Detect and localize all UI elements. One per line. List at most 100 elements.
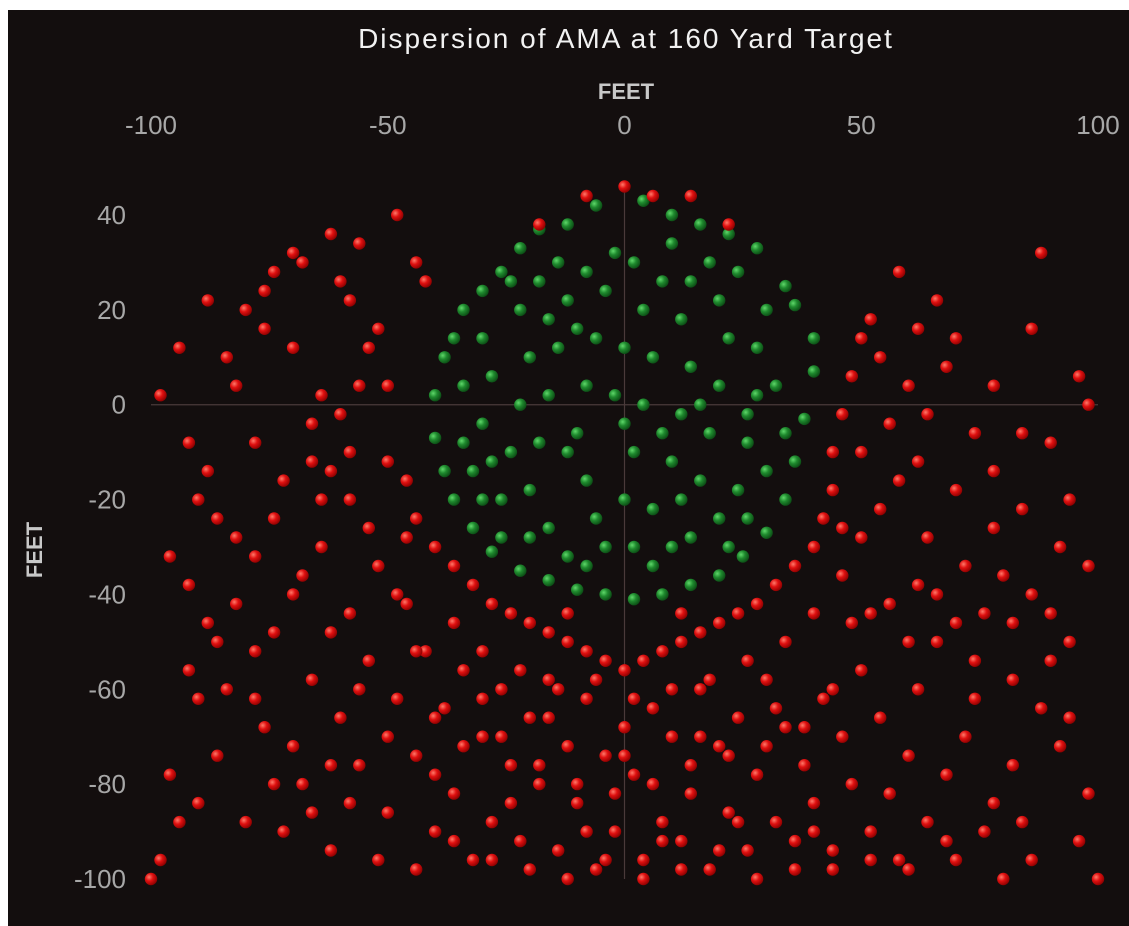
red-shot-point <box>410 512 423 525</box>
red-shot-point <box>826 683 839 696</box>
red-shot-point <box>665 730 679 743</box>
red-shot-point <box>267 265 281 279</box>
green-shot-point <box>514 242 527 255</box>
green-shot-point <box>457 379 470 392</box>
red-shot-point <box>589 863 603 876</box>
red-shot-point <box>523 863 536 876</box>
red-shot-point <box>561 872 574 886</box>
green-shot-point <box>504 275 518 288</box>
red-shot-point <box>665 683 679 696</box>
red-shot-point <box>286 341 300 354</box>
green-shot-point <box>760 526 773 539</box>
red-shot-point <box>608 787 622 800</box>
red-shot-point <box>1025 853 1038 867</box>
red-shot-point <box>637 872 650 886</box>
red-shot-point <box>305 806 319 819</box>
red-shot-point <box>343 796 357 810</box>
red-shot-point <box>997 569 1010 582</box>
red-shot-point <box>343 493 357 506</box>
red-shot-point <box>267 512 281 525</box>
red-shot-point <box>713 740 726 753</box>
red-shot-point <box>334 711 347 724</box>
red-shot-point <box>949 853 963 867</box>
red-shot-point <box>542 711 555 724</box>
red-shot-point <box>1006 616 1019 630</box>
green-shot-point <box>769 379 783 392</box>
red-shot-point <box>334 408 347 421</box>
red-shot-point <box>192 796 205 810</box>
green-shot-point <box>580 559 593 573</box>
red-shot-point <box>921 408 934 421</box>
red-shot-point <box>391 208 404 222</box>
y-tick-label: -100 <box>74 864 126 894</box>
red-shot-point <box>249 645 262 658</box>
green-shot-point <box>542 574 555 587</box>
red-shot-point <box>220 683 233 696</box>
red-shot-point <box>495 683 508 696</box>
red-shot-point <box>182 664 196 677</box>
red-shot-point <box>201 616 214 630</box>
red-shot-point <box>1025 588 1038 601</box>
green-shot-point <box>523 483 536 497</box>
red-shot-point <box>788 834 802 848</box>
y-tick-label: -80 <box>88 769 126 799</box>
red-shot-point <box>684 787 697 800</box>
red-shot-point <box>874 351 887 364</box>
red-shot-point <box>741 654 754 667</box>
y-tick-label: 0 <box>112 390 126 420</box>
red-shot-point <box>599 853 612 867</box>
red-shot-point <box>855 531 868 544</box>
green-shot-point <box>665 208 679 222</box>
red-shot-point <box>580 825 593 838</box>
red-shot-point <box>258 322 271 335</box>
green-shot-point <box>457 436 470 449</box>
red-shot-point <box>258 284 271 298</box>
green-shot-point <box>741 436 754 449</box>
green-shot-point <box>552 256 565 269</box>
red-shot-point <box>523 616 536 630</box>
green-shot-point <box>741 512 754 525</box>
red-shot-point <box>476 730 489 743</box>
red-shot-point <box>419 645 432 658</box>
red-shot-point <box>552 844 565 857</box>
x-tick-label: 50 <box>847 110 876 140</box>
red-shot-point <box>675 834 688 848</box>
green-shot-point <box>561 294 574 307</box>
green-shot-point <box>665 540 679 554</box>
green-shot-point <box>571 427 584 440</box>
green-shot-point <box>722 332 735 345</box>
red-shot-point <box>230 531 243 544</box>
red-shot-point <box>807 796 821 810</box>
red-shot-point <box>656 645 669 658</box>
red-shot-point <box>428 768 442 781</box>
x-tick-labels: -100 -50 0 50 100 <box>125 110 1120 140</box>
red-shot-point <box>201 464 214 478</box>
red-shot-point <box>618 749 631 762</box>
x-axis-label: FEET <box>598 79 655 104</box>
green-shot-point <box>637 194 650 207</box>
red-shot-point <box>798 759 811 772</box>
red-shot-point <box>542 626 555 639</box>
red-shot-point <box>372 559 385 573</box>
red-shot-point <box>1035 246 1048 260</box>
red-shot-point <box>154 853 167 867</box>
red-shot-point <box>324 464 338 478</box>
green-shot-point <box>684 531 697 544</box>
green-shot-point <box>656 427 669 440</box>
red-shot-point <box>788 863 802 876</box>
green-shot-point <box>694 398 707 411</box>
green-shot-point <box>495 493 508 506</box>
red-shot-point <box>286 740 300 753</box>
red-shot-point <box>173 815 186 829</box>
green-shot-point <box>618 341 631 354</box>
green-shot-point <box>675 493 688 506</box>
red-shot-point <box>911 683 925 696</box>
red-shot-point <box>978 607 991 620</box>
red-shot-point <box>750 597 764 611</box>
red-shot-point <box>542 673 555 686</box>
red-shot-point <box>315 389 328 402</box>
red-shot-point <box>968 427 982 440</box>
red-shot-point <box>731 607 745 620</box>
red-shot-point <box>864 313 877 326</box>
green-shot-point <box>438 464 451 478</box>
